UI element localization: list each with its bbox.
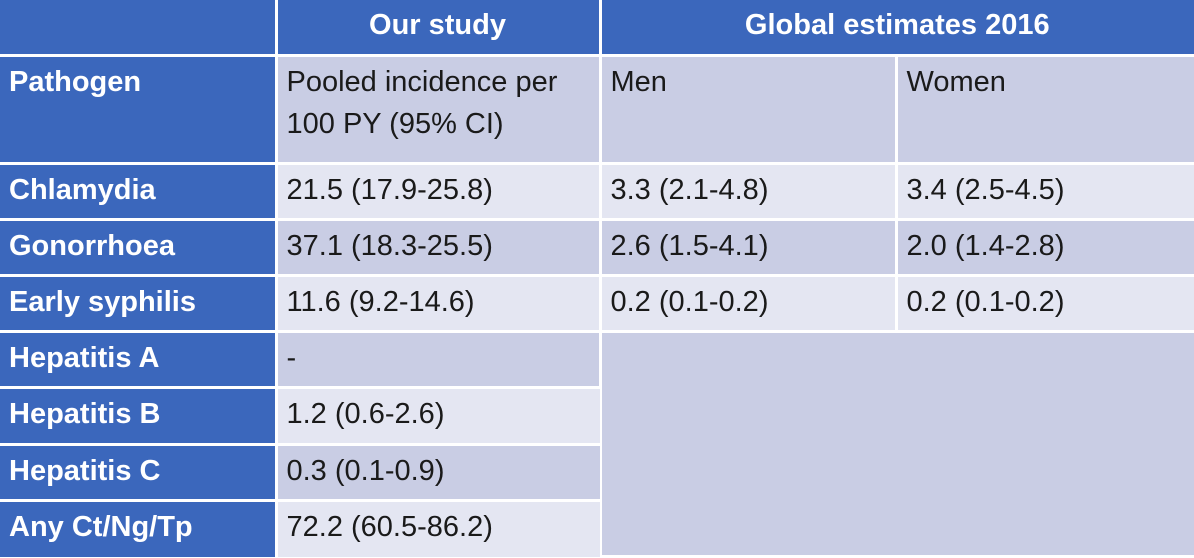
corner-cell xyxy=(0,0,278,57)
row-header-pathogen: Any Ct/Ng/Tp xyxy=(0,500,278,557)
cell-pooled-incidence: 1.2 (0.6-2.6) xyxy=(276,387,600,446)
column-header-row: Pathogen Pooled incidence per 100 PY (95… xyxy=(0,55,1194,165)
column-header-men: Men xyxy=(600,55,898,165)
group-header-our-study: Our study xyxy=(276,0,602,57)
cell-women: 2.0 (1.4-2.8) xyxy=(896,219,1194,278)
cell-women: 3.4 (2.5-4.5) xyxy=(896,163,1194,222)
row-header-pathogen: Hepatitis C xyxy=(0,444,278,502)
row-header-pathogen: Early syphilis xyxy=(0,275,278,334)
cell-men: 0.2 (0.1-0.2) xyxy=(600,275,898,334)
merged-empty-cell xyxy=(600,331,1194,558)
table-row-hepatitis-b: Hepatitis B 1.2 (0.6-2.6) xyxy=(0,387,1194,446)
group-header-global-estimates: Global estimates 2016 xyxy=(600,0,1194,57)
column-header-pathogen: Pathogen xyxy=(0,55,278,165)
column-header-women: Women xyxy=(896,55,1194,165)
group-header-row: Our study Global estimates 2016 xyxy=(0,0,1194,57)
table-row-gonorrhoea: Gonorrhoea 37.1 (18.3-25.5) 2.6 (1.5-4.1… xyxy=(0,219,1194,278)
table-row-early-syphilis: Early syphilis 11.6 (9.2-14.6) 0.2 (0.1-… xyxy=(0,275,1194,334)
cell-pooled-incidence: 37.1 (18.3-25.5) xyxy=(276,219,602,278)
row-header-pathogen: Hepatitis A xyxy=(0,331,278,390)
cell-pooled-incidence: 11.6 (9.2-14.6) xyxy=(276,275,602,334)
cell-pooled-incidence: 0.3 (0.1-0.9) xyxy=(276,444,600,502)
cell-pooled-incidence: 21.5 (17.9-25.8) xyxy=(276,163,602,222)
cell-pooled-incidence: 72.2 (60.5-86.2) xyxy=(276,500,600,557)
cell-women: 0.2 (0.1-0.2) xyxy=(896,275,1194,334)
cell-pooled-incidence: - xyxy=(276,331,602,390)
table-row-hepatitis-c: Hepatitis C 0.3 (0.1-0.9) xyxy=(0,444,1194,502)
table-row-any-ct-ng-tp: Any Ct/Ng/Tp 72.2 (60.5-86.2) xyxy=(0,500,1194,557)
row-header-pathogen: Gonorrhoea xyxy=(0,219,278,278)
table-row-hepatitis-a: Hepatitis A - xyxy=(0,331,1194,558)
table-row-chlamydia: Chlamydia 21.5 (17.9-25.8) 3.3 (2.1-4.8)… xyxy=(0,163,1194,222)
row-header-pathogen: Hepatitis B xyxy=(0,387,278,446)
column-header-pooled-incidence: Pooled incidence per 100 PY (95% CI) xyxy=(276,55,602,165)
row-header-pathogen: Chlamydia xyxy=(0,163,278,222)
cell-men: 3.3 (2.1-4.8) xyxy=(600,163,898,222)
cell-men: 2.6 (1.5-4.1) xyxy=(600,219,898,278)
